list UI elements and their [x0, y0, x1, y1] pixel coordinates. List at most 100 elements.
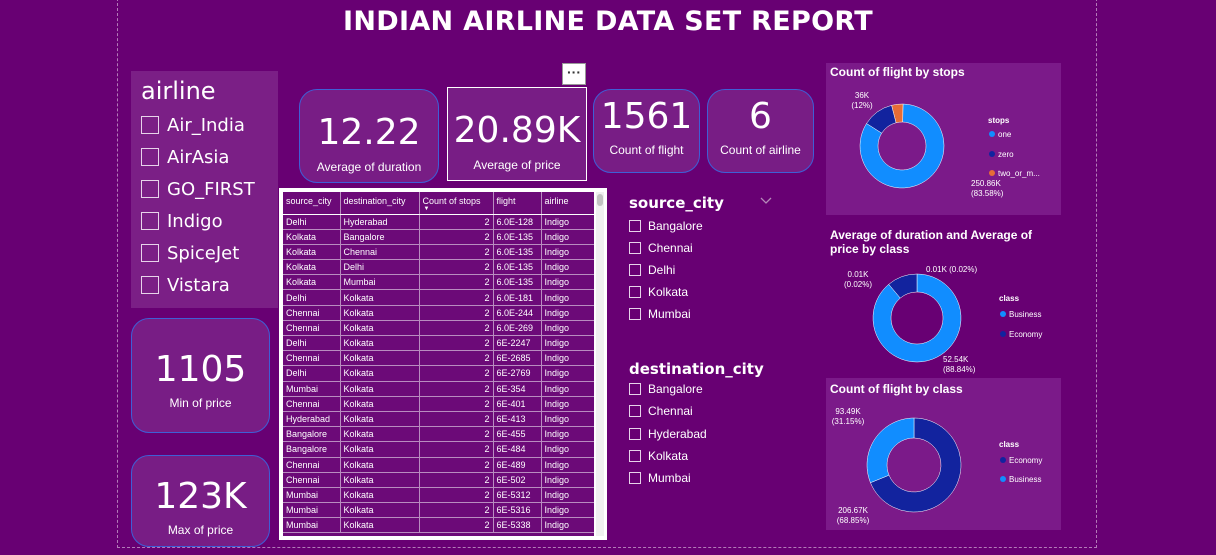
table-cell: Hyderabad [283, 411, 341, 428]
table-cell: Kolkata [340, 305, 420, 321]
column-header-destination-city[interactable]: destination_city [340, 192, 420, 215]
table-cell: 2 [419, 305, 494, 321]
destination-city-option-bangalore[interactable]: Bangalore [629, 381, 703, 397]
table-row[interactable]: Kolkata Bangalore 2 6.0E-135 Indigo [283, 229, 594, 245]
more-options-button[interactable]: ··· [562, 63, 586, 85]
checkbox[interactable] [629, 286, 641, 298]
donut-group [872, 273, 962, 363]
scrollbar-thumb[interactable] [597, 194, 603, 206]
table-cell: 2 [419, 365, 494, 382]
checkbox[interactable] [629, 308, 641, 320]
source-city-option-bangalore[interactable]: Bangalore [629, 218, 703, 234]
kpi-card-max-price[interactable]: 123K Max of price [131, 455, 270, 547]
donut-slice-economy[interactable] [888, 273, 918, 299]
chart-flight-by-stops[interactable]: Count of flight by stops 36K (12%) 250.86… [826, 63, 1061, 215]
table-row[interactable]: Chennai Kolkata 2 6.0E-244 Indigo [283, 305, 594, 321]
table-row[interactable]: Chennai Kolkata 2 6E-2685 Indigo [283, 350, 594, 367]
table-row[interactable]: Chennai Kolkata 2 6E-401 Indigo [283, 396, 594, 412]
source-city-option-chennai[interactable]: Chennai [629, 240, 693, 256]
table-row[interactable]: Bangalore Kolkata 2 6E-484 Indigo [283, 441, 594, 458]
destination-city-option-mumbai[interactable]: Mumbai [629, 470, 691, 486]
kpi-card-count-airline[interactable]: 6 Count of airline [707, 89, 814, 173]
table-row[interactable]: Chennai Kolkata 2 6.0E-269 Indigo [283, 320, 594, 337]
kpi-card-min-price[interactable]: 1105 Min of price [131, 318, 270, 433]
donut-slice-business[interactable] [866, 417, 915, 484]
table-cell: Chennai [340, 244, 420, 261]
flight-table-grid: source_city destination_city Count of st… [283, 192, 594, 534]
airline-option-vistara[interactable]: Vistara [141, 274, 230, 296]
checkbox[interactable] [141, 180, 159, 198]
legend-title: class [999, 294, 1020, 303]
table-row[interactable]: Hyderabad Kolkata 2 6E-413 Indigo [283, 411, 594, 428]
checkbox[interactable] [629, 428, 641, 440]
checkbox[interactable] [141, 276, 159, 294]
donut-slice-zero[interactable] [866, 105, 897, 134]
checkbox[interactable] [629, 264, 641, 276]
chart-duration-price-by-class[interactable]: Average of duration and Average of price… [826, 224, 1061, 376]
destination-city-option-hyderabad[interactable]: Hyderabad [629, 426, 707, 442]
checkbox[interactable] [629, 472, 641, 484]
table-row[interactable]: Delhi Hyderabad 2 6.0E-128 Indigo [283, 214, 594, 230]
table-row[interactable]: Delhi Kolkata 2 6.0E-181 Indigo [283, 289, 594, 306]
chart-svg: 36K (12%) 250.86K (83.58%) stops one zero … [851, 91, 1039, 198]
destination-city-option-chennai[interactable]: Chennai [629, 403, 693, 419]
table-cell: Kolkata [340, 517, 420, 534]
kpi-label: Average of price [473, 158, 561, 172]
column-header-flight[interactable]: flight [493, 192, 542, 215]
checkbox[interactable] [629, 405, 641, 417]
table-row[interactable]: Kolkata Chennai 2 6.0E-135 Indigo [283, 244, 594, 261]
kpi-card-avg-duration[interactable]: 12.22 Average of duration [299, 89, 439, 183]
checkbox[interactable] [141, 116, 159, 134]
destination-city-option-kolkata[interactable]: Kolkata [629, 448, 688, 464]
kpi-card-count-flight[interactable]: 1561 Count of flight [593, 89, 700, 173]
table-row[interactable]: Mumbai Kolkata 2 6E-354 Indigo [283, 381, 594, 397]
donut-slice-business[interactable] [872, 273, 962, 363]
table-row[interactable]: Delhi Kolkata 2 6E-2769 Indigo [283, 365, 594, 382]
table-cell: Indigo [541, 457, 594, 473]
table-row[interactable]: Mumbai Kolkata 2 6E-5338 Indigo [283, 517, 594, 534]
checkbox[interactable] [141, 148, 159, 166]
table-cell: Kolkata [340, 289, 420, 306]
table-row[interactable]: Kolkata Delhi 2 6.0E-135 Indigo [283, 259, 594, 276]
table-row[interactable]: Chennai Kolkata 2 6E-489 Indigo [283, 457, 594, 473]
kpi-card-avg-price[interactable]: 20.89K Average of price [447, 87, 587, 181]
donut-slice-economy[interactable] [870, 417, 962, 513]
table-row[interactable]: Kolkata Mumbai 2 6.0E-135 Indigo [283, 274, 594, 291]
table-row[interactable]: Mumbai Kolkata 2 6E-5316 Indigo [283, 502, 594, 519]
table-scrollbar[interactable] [596, 192, 604, 536]
source-city-option-kolkata[interactable]: Kolkata [629, 284, 688, 300]
airline-slicer-header: airline [141, 77, 216, 105]
checkbox[interactable] [629, 242, 641, 254]
airline-option-airasia[interactable]: AirAsia [141, 146, 229, 168]
kpi-value: 123K [154, 476, 247, 517]
airline-option-air-india[interactable]: Air_India [141, 114, 245, 136]
table-row[interactable]: Delhi Kolkata 2 6E-2247 Indigo [283, 335, 594, 352]
table-cell: 6E-413 [493, 411, 542, 428]
chevron-down-icon[interactable] [760, 194, 772, 206]
kpi-label: Max of price [167, 523, 234, 537]
source-city-option-mumbai[interactable]: Mumbai [629, 306, 691, 322]
table-row[interactable]: Chennai Kolkata 2 6E-502 Indigo [283, 472, 594, 488]
table-row[interactable]: Mumbai Kolkata 2 6E-5312 Indigo [283, 487, 594, 504]
data-label-zero: 36K (12%) [851, 91, 873, 110]
legend-marker-economy [1000, 331, 1006, 337]
table-cell: 2 [419, 441, 494, 458]
table-cell: Indigo [541, 259, 594, 276]
airline-option-go-first[interactable]: GO_FIRST [141, 178, 255, 200]
table-cell: 6E-5312 [493, 487, 542, 504]
airline-option-indigo[interactable]: Indigo [141, 210, 223, 232]
table-row[interactable]: Bangalore Kolkata 2 6E-455 Indigo [283, 426, 594, 443]
airline-option-spicejet[interactable]: SpiceJet [141, 242, 239, 264]
donut-slice-one[interactable] [859, 103, 945, 189]
checkbox[interactable] [629, 220, 641, 232]
column-header-source-city[interactable]: source_city [283, 192, 341, 215]
column-header-count-of-stops[interactable]: Count of stops ▼ [419, 192, 494, 215]
checkbox[interactable] [141, 212, 159, 230]
checkbox[interactable] [141, 244, 159, 262]
table-cell: Indigo [541, 229, 594, 245]
column-header-airline[interactable]: airline [541, 192, 594, 215]
checkbox[interactable] [629, 450, 641, 462]
chart-flight-by-class[interactable]: Count of flight by class 93.49K (31.15%) … [826, 378, 1061, 530]
source-city-option-delhi[interactable]: Delhi [629, 262, 675, 278]
checkbox[interactable] [629, 383, 641, 395]
